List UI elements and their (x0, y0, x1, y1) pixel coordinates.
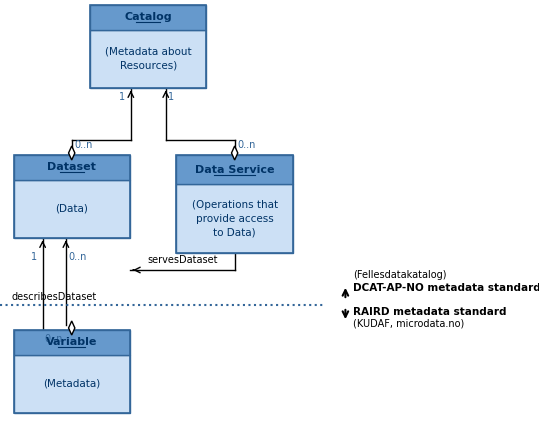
Text: (Metadata about
Resources): (Metadata about Resources) (105, 47, 191, 71)
Bar (176, 184, 293, 253)
Bar (90, 5, 206, 30)
Text: (Operations that
provide access
to Data): (Operations that provide access to Data) (191, 200, 278, 238)
Text: 1: 1 (119, 92, 125, 102)
Bar (90, 30, 206, 88)
Text: (Fellesdatakatalog): (Fellesdatakatalog) (353, 270, 446, 280)
Text: 0..n: 0..n (68, 252, 87, 262)
Text: (Data): (Data) (56, 204, 88, 214)
Text: Dataset: Dataset (47, 162, 96, 172)
Bar (176, 155, 293, 253)
Text: 1: 1 (31, 252, 37, 262)
Polygon shape (68, 146, 75, 160)
Bar (13, 155, 130, 238)
Text: 0..n: 0..n (237, 140, 255, 150)
Bar (13, 355, 130, 413)
Text: 0..n: 0..n (44, 334, 63, 344)
Polygon shape (231, 146, 238, 160)
Bar (13, 155, 130, 180)
Text: servesDataset: servesDataset (147, 255, 218, 265)
Bar (13, 330, 130, 413)
Bar (90, 5, 206, 88)
Text: describesDataset: describesDataset (11, 292, 96, 302)
Text: RAIRD metadata standard: RAIRD metadata standard (353, 307, 507, 317)
Polygon shape (68, 321, 75, 335)
Text: (Metadata): (Metadata) (43, 379, 100, 389)
Text: (KUDAF, microdata.no): (KUDAF, microdata.no) (353, 319, 464, 329)
Text: Variable: Variable (46, 337, 98, 347)
Bar (13, 180, 130, 238)
Text: 1: 1 (168, 92, 174, 102)
Text: Data Service: Data Service (195, 165, 274, 174)
Text: Catalog: Catalog (125, 13, 172, 23)
Bar (176, 155, 293, 184)
Text: DCAT-AP-NO metadata standard: DCAT-AP-NO metadata standard (353, 283, 539, 293)
Bar (13, 330, 130, 355)
Text: 0..n: 0..n (74, 140, 92, 150)
